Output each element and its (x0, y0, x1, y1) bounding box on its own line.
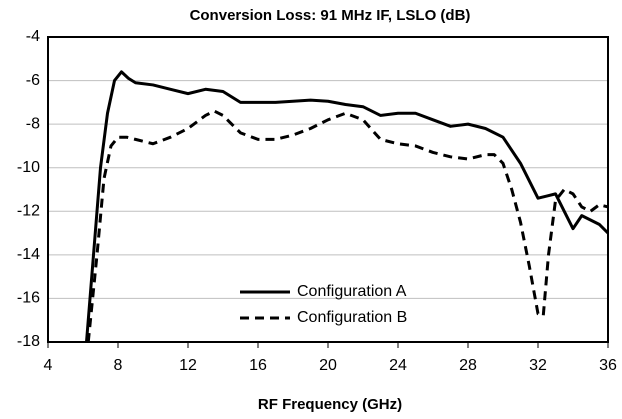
series-line (86, 109, 608, 342)
y-tick-label: -12 (17, 203, 40, 220)
legend-label: Configuration B (297, 309, 407, 326)
y-tick-label: -8 (26, 115, 40, 132)
x-tick-label: 8 (114, 357, 123, 374)
x-tick-label: 20 (319, 357, 337, 374)
legend-label: Configuration A (297, 283, 407, 300)
x-tick-label: 4 (44, 357, 53, 374)
x-tick-label: 28 (459, 357, 477, 374)
x-axis-label: RF Frequency (GHz) (258, 396, 402, 413)
x-tick-label: 36 (599, 357, 617, 374)
y-tick-label: -14 (17, 246, 40, 263)
x-tick-label: 32 (529, 357, 547, 374)
y-tick-label: -16 (17, 290, 40, 307)
series-line (85, 70, 608, 342)
plot-border (47, 36, 609, 343)
y-tick-label: -4 (26, 28, 40, 45)
y-tick-label: -10 (17, 159, 40, 176)
y-tick-label: -18 (17, 333, 40, 350)
x-tick-label: 12 (179, 357, 197, 374)
x-tick-label: 24 (389, 357, 407, 374)
y-tick-label: -6 (26, 72, 40, 89)
chart-title: Conversion Loss: 91 MHz IF, LSLO (dB) (190, 7, 471, 24)
x-tick-label: 16 (249, 357, 267, 374)
